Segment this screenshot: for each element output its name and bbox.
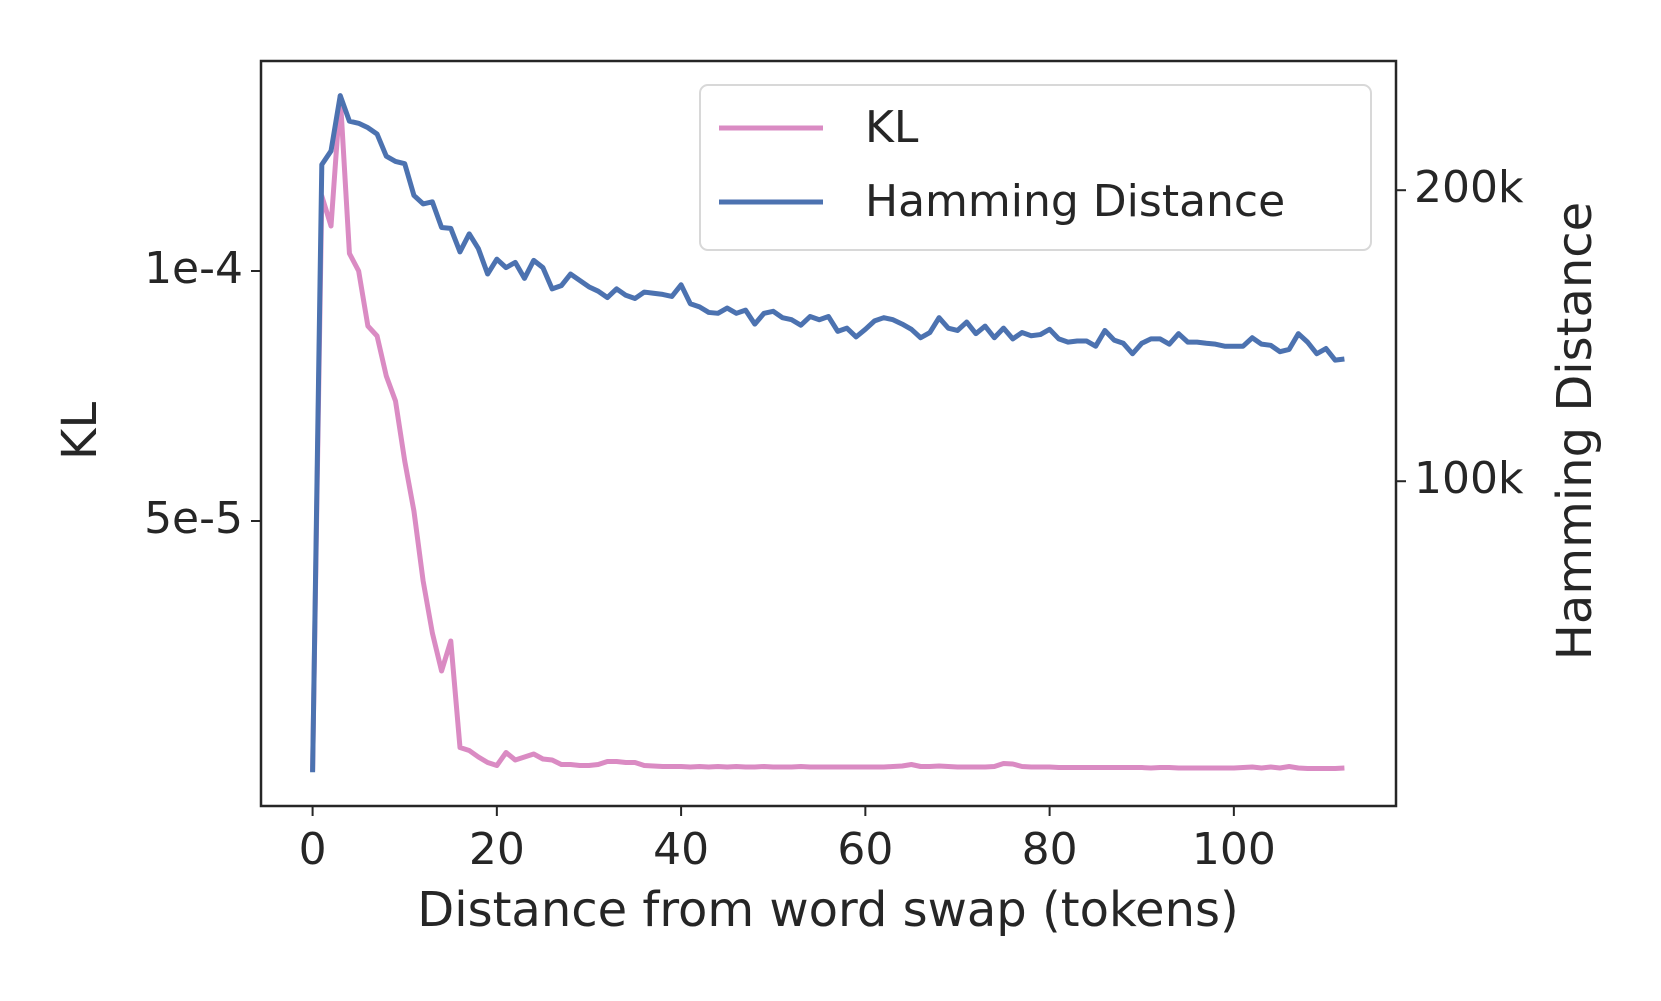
legend-box [699,84,1372,251]
x-tick-label: 80 [1022,824,1078,875]
y2-axis-label: Hamming Distance [1547,202,1603,660]
x-tick-label: 100 [1192,824,1276,875]
line-series [310,93,1345,773]
x-tick-label: 60 [837,824,893,875]
x-tick-label: 40 [653,824,709,875]
legend-label: Hamming Distance [865,176,1285,227]
y2-tick-label: 200k [1414,162,1524,213]
legend-label: KL [865,102,919,153]
x-tick-label: 20 [469,824,525,875]
x-axis-label: Distance from word swap (tokens) [417,882,1238,938]
y2-tick-label: 100k [1414,453,1524,504]
y-axis-label: KL [52,402,108,460]
x-tick-label: 0 [299,824,327,875]
line-series [310,93,1345,772]
y-tick-label: 5e-5 [144,493,243,544]
y-tick-label: 1e-4 [144,243,243,294]
plot-frame [259,59,1398,808]
